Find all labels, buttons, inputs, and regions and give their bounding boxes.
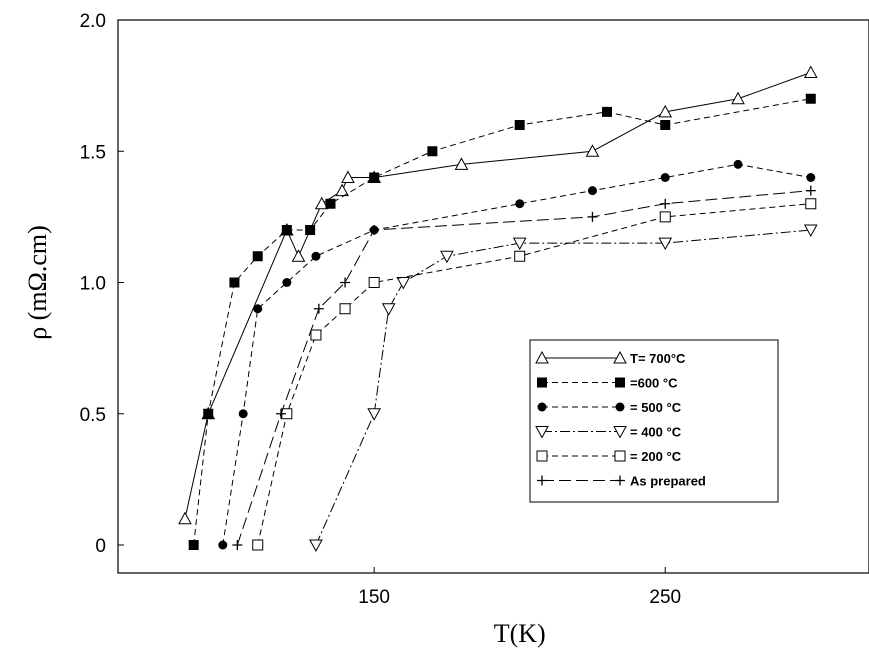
legend-label: As prepared <box>630 474 706 489</box>
data-point <box>587 186 597 196</box>
series-layer <box>178 65 818 553</box>
series <box>232 185 816 550</box>
data-point <box>537 475 547 486</box>
data-point <box>454 157 469 170</box>
y-tick-label: 1.0 <box>80 274 106 295</box>
data-point <box>805 185 816 196</box>
data-point <box>535 350 549 364</box>
data-point <box>615 402 625 412</box>
data-point <box>340 277 351 288</box>
data-point <box>731 91 745 105</box>
data-point <box>585 144 600 157</box>
data-point <box>806 173 816 182</box>
data-point <box>587 211 598 222</box>
data-point <box>615 377 625 388</box>
legend: T= 700°C =600 °C = 500 °C = 400 °C = 200 °C A… <box>529 339 779 503</box>
data-point <box>367 408 381 421</box>
data-point <box>658 237 673 251</box>
data-point <box>369 225 380 235</box>
data-point <box>218 540 228 550</box>
y-tick-label: 0 <box>95 536 106 557</box>
data-point <box>313 303 324 314</box>
data-point <box>515 199 525 209</box>
data-point <box>368 277 380 288</box>
data-point <box>335 183 349 197</box>
data-point <box>339 303 351 315</box>
x-tick-label: 150 <box>358 587 390 608</box>
data-point <box>514 120 525 130</box>
data-point <box>512 237 527 251</box>
data-point <box>369 172 380 183</box>
data-point <box>178 511 192 525</box>
data-point <box>660 173 670 182</box>
data-point <box>276 408 287 419</box>
data-point <box>203 408 214 419</box>
data-point <box>440 250 454 264</box>
data-point <box>536 450 548 462</box>
data-point <box>252 251 263 262</box>
data-point <box>314 196 329 210</box>
series-line <box>315 229 811 546</box>
y-tick-label: 1.5 <box>80 142 106 163</box>
data-point <box>535 426 549 439</box>
data-point <box>660 198 671 209</box>
data-point <box>805 198 817 210</box>
series <box>252 198 817 551</box>
y-axis-label: ρ (mΩ.cm) <box>23 225 52 340</box>
data-point <box>659 211 671 223</box>
data-point <box>291 249 306 262</box>
plot-frame <box>117 19 869 574</box>
data-point <box>427 146 438 157</box>
x-axis-label: T(K) <box>494 619 546 648</box>
data-point <box>229 277 240 288</box>
data-point <box>309 539 323 553</box>
data-point <box>396 277 411 290</box>
legend-box <box>529 339 779 503</box>
data-point <box>325 198 336 209</box>
data-point <box>805 93 816 104</box>
data-point <box>252 539 264 551</box>
data-point <box>381 303 396 316</box>
data-point <box>341 170 355 183</box>
data-point <box>253 304 263 314</box>
data-point <box>305 225 316 235</box>
data-point <box>613 426 627 439</box>
data-point <box>310 329 322 341</box>
data-point <box>232 540 243 550</box>
legend-label: T= 700°C <box>630 351 686 366</box>
data-point <box>614 450 626 462</box>
data-point <box>660 120 671 130</box>
data-point <box>238 409 248 419</box>
data-point <box>311 251 321 261</box>
x-tick-label: 250 <box>649 587 681 608</box>
data-point <box>803 224 818 238</box>
data-point <box>537 377 547 388</box>
legend-label: = 500 °C <box>630 400 682 415</box>
series <box>309 224 818 553</box>
data-point <box>803 65 818 78</box>
data-point <box>658 104 673 118</box>
data-point <box>188 540 199 550</box>
data-point <box>602 106 613 117</box>
data-point <box>281 225 292 235</box>
y-tick-label: 2.0 <box>80 11 106 32</box>
data-point <box>282 278 292 287</box>
legend-label: = 200 °C <box>630 449 682 464</box>
data-point <box>733 159 743 169</box>
series-line <box>257 203 811 546</box>
legend-label: =600 °C <box>630 376 678 391</box>
data-point <box>537 402 547 412</box>
data-point <box>613 350 627 364</box>
legend-label: = 400 °C <box>630 425 682 440</box>
y-tick-label: 0.5 <box>80 405 106 426</box>
data-point <box>514 250 526 262</box>
axis-ticks: 0 0.5 1.0 1.5 2.0 150 250 <box>80 11 682 608</box>
series <box>188 93 816 550</box>
series-line <box>236 190 811 546</box>
data-point <box>615 475 625 486</box>
